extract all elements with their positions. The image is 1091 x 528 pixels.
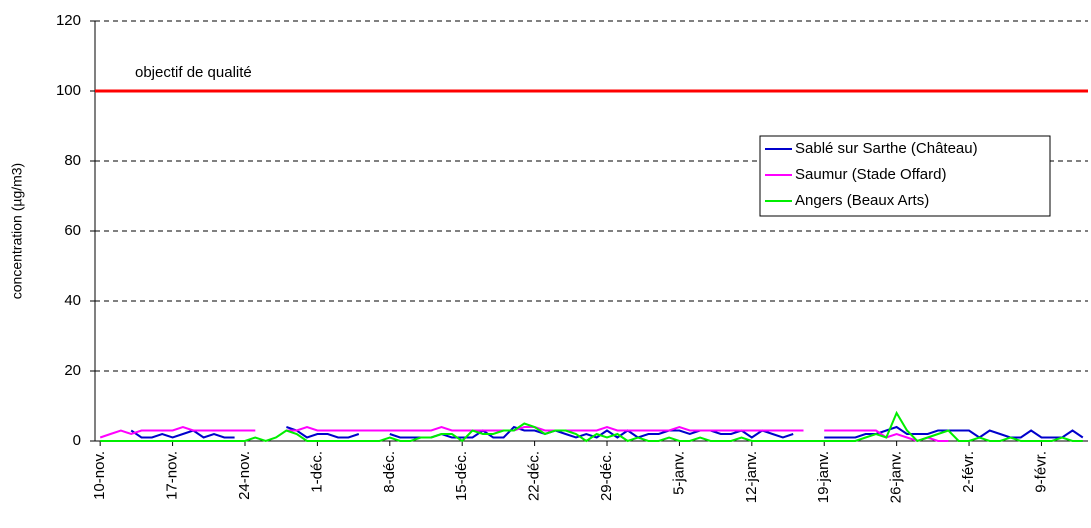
- y-tick-label: 80: [64, 152, 81, 169]
- legend-label: Saumur (Stade Offard): [795, 166, 946, 183]
- y-axis-label: concentration (µg/m3): [9, 163, 25, 299]
- reference-label: objectif de qualité: [135, 64, 252, 81]
- x-tick-label: 9-févr.: [1032, 451, 1049, 493]
- y-tick-label: 100: [56, 82, 81, 99]
- x-tick-label: 10-nov.: [91, 451, 108, 500]
- x-tick-label: 12-janv.: [743, 451, 760, 503]
- series-line: [130, 425, 1084, 439]
- x-tick-label: 15-déc.: [453, 451, 470, 501]
- y-tick-label: 60: [64, 222, 81, 239]
- x-tick-label: 29-déc.: [598, 451, 615, 501]
- legend-label: Sablé sur Sarthe (Château): [795, 140, 978, 157]
- x-tick-label: 26-janv.: [888, 451, 905, 503]
- x-tick-label: 22-déc.: [526, 451, 543, 501]
- y-tick-label: 0: [73, 432, 81, 449]
- x-tick-label: 8-déc.: [381, 451, 398, 493]
- legend-box: [759, 135, 1051, 217]
- y-tick-label: 120: [56, 12, 81, 29]
- series-line: [100, 410, 1083, 443]
- legend-label: Angers (Beaux Arts): [795, 192, 929, 209]
- x-tick-label: 2-févr.: [960, 451, 977, 493]
- y-tick-label: 40: [64, 292, 81, 309]
- x-tick-label: 1-déc.: [308, 451, 325, 493]
- x-tick-label: 5-janv.: [670, 451, 687, 495]
- x-tick-label: 19-janv.: [815, 451, 832, 503]
- x-tick-label: 24-nov.: [236, 451, 253, 500]
- y-tick-label: 20: [64, 362, 81, 379]
- x-tick-label: 17-nov.: [164, 451, 181, 500]
- series-line: [99, 425, 949, 443]
